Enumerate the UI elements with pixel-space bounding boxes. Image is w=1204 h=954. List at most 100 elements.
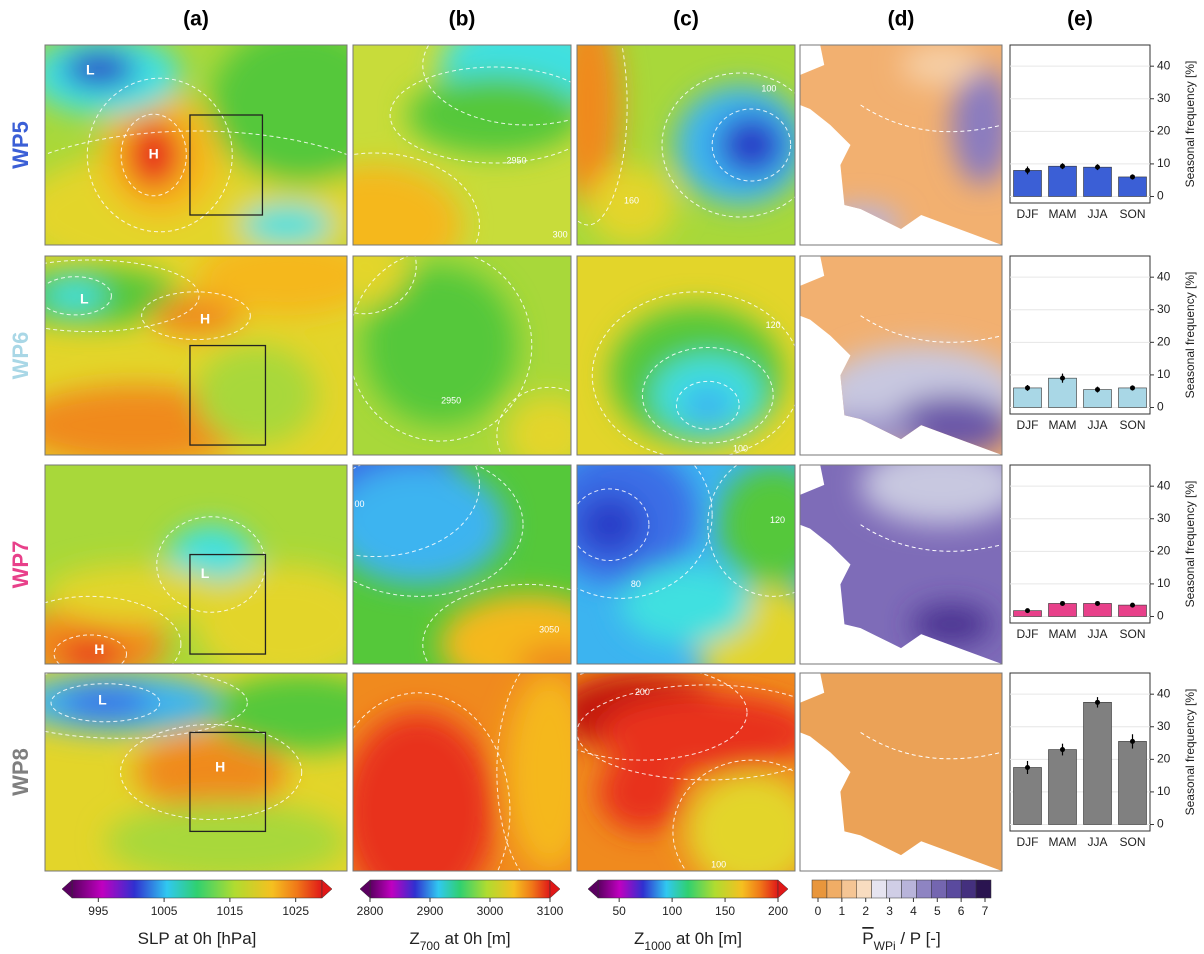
panel-frame bbox=[44, 255, 348, 456]
x-tick-label: MAM bbox=[1049, 627, 1077, 641]
field-blob bbox=[598, 692, 795, 772]
y-tick-label: 30 bbox=[1157, 91, 1171, 105]
colorbar-title: Z1000 at 0h [m] bbox=[634, 929, 742, 953]
bar bbox=[1013, 170, 1042, 197]
pressure-center: H bbox=[215, 759, 225, 775]
field-blob bbox=[363, 265, 517, 426]
field-blob bbox=[196, 256, 347, 316]
target-box bbox=[189, 553, 267, 655]
map-field bbox=[353, 465, 571, 664]
field-blob bbox=[860, 465, 1002, 525]
field-blob bbox=[620, 564, 752, 645]
y-axis-title: Seasonal frequency [%] bbox=[1183, 689, 1197, 816]
contour bbox=[353, 152, 480, 245]
colorbar-arrow bbox=[549, 879, 561, 899]
y-tick-label: 0 bbox=[1157, 817, 1164, 831]
pressure-center: L bbox=[201, 565, 210, 581]
x-tick-label: DJF bbox=[1017, 835, 1039, 849]
x-tick-label: MAM bbox=[1049, 835, 1077, 849]
colorbar bbox=[597, 879, 779, 899]
colorbar-tick-label: 0 bbox=[815, 904, 822, 918]
map-field bbox=[353, 256, 571, 455]
field-blob bbox=[587, 165, 676, 245]
field-blob bbox=[505, 395, 571, 455]
colorbar-tick-label: 3000 bbox=[477, 904, 504, 918]
field-blob bbox=[196, 564, 347, 664]
colorbar-cell bbox=[946, 879, 962, 899]
y-tick-label: 30 bbox=[1157, 719, 1171, 733]
contour bbox=[353, 465, 524, 597]
contour bbox=[389, 66, 571, 164]
panel-frame bbox=[44, 44, 348, 246]
contour-label: 3050 bbox=[539, 625, 559, 635]
x-tick-label: DJF bbox=[1017, 418, 1039, 432]
map-field bbox=[609, 305, 785, 446]
colorbar-cell bbox=[960, 879, 977, 899]
panel-frame bbox=[799, 255, 1003, 456]
colorbar-tick-label: 1015 bbox=[217, 904, 244, 918]
map-field bbox=[45, 256, 347, 455]
y-tick-label: 10 bbox=[1157, 156, 1171, 170]
x-tick-label: JJA bbox=[1087, 627, 1107, 641]
field-blob bbox=[407, 75, 571, 155]
bar bbox=[1118, 176, 1147, 197]
field-blob bbox=[718, 465, 795, 585]
field-blob bbox=[353, 465, 506, 585]
contour bbox=[577, 488, 650, 562]
panel-frame bbox=[352, 44, 572, 246]
bar-dot bbox=[1025, 764, 1030, 770]
map-panel bbox=[45, 465, 347, 664]
colorbar-arrow bbox=[587, 879, 599, 899]
contour-label: 160 bbox=[624, 195, 639, 205]
map-base bbox=[800, 673, 1002, 871]
map-field bbox=[577, 45, 795, 245]
colorbar-cell bbox=[901, 879, 917, 899]
field-blob bbox=[718, 115, 785, 175]
panel-frame bbox=[576, 44, 796, 246]
field-blob bbox=[241, 205, 332, 245]
contour-label: 80 bbox=[631, 579, 641, 589]
map-panel bbox=[45, 256, 347, 455]
bar-dot bbox=[1060, 163, 1065, 169]
x-tick-label: JJA bbox=[1087, 418, 1107, 432]
colorbar-tick-label: 2 bbox=[862, 904, 869, 918]
bar-dot bbox=[1130, 385, 1135, 391]
bar-dot bbox=[1095, 387, 1100, 393]
y-axis-title: Seasonal frequency [%] bbox=[1183, 481, 1197, 608]
pressure-center: H bbox=[149, 146, 159, 162]
panel-frame bbox=[799, 464, 1003, 665]
field-blob bbox=[105, 801, 347, 871]
field-blob bbox=[686, 772, 795, 871]
colorbar-cell bbox=[975, 879, 992, 899]
contour bbox=[86, 77, 233, 233]
y-tick-label: 10 bbox=[1157, 576, 1171, 590]
panel-frame bbox=[576, 255, 796, 456]
field-blob bbox=[440, 594, 571, 664]
contour bbox=[860, 104, 1002, 133]
column-label: (b) bbox=[449, 8, 476, 31]
contour bbox=[45, 259, 200, 333]
colorbar-tick-label: 7 bbox=[982, 904, 989, 918]
pressure-center: H bbox=[200, 310, 210, 326]
colorbar-cell bbox=[886, 879, 902, 899]
contour bbox=[120, 723, 303, 821]
y-tick-label: 10 bbox=[1157, 784, 1171, 798]
contour bbox=[860, 731, 1002, 760]
contour bbox=[45, 595, 182, 664]
map-panel bbox=[45, 673, 347, 871]
bar-dot bbox=[1060, 747, 1065, 753]
map-field bbox=[577, 673, 795, 871]
field-blob bbox=[63, 51, 136, 87]
y-tick-label: 10 bbox=[1157, 367, 1171, 381]
map-panel bbox=[800, 465, 1002, 664]
colorbar-tick-label: 2800 bbox=[357, 904, 384, 918]
map-panel bbox=[353, 673, 571, 871]
bar bbox=[1118, 741, 1147, 825]
contour bbox=[353, 256, 417, 315]
colorbar-tick-label: 50 bbox=[612, 904, 626, 918]
colorbar-tick-label: 4 bbox=[910, 904, 917, 918]
field-blob bbox=[45, 564, 227, 625]
map-panel bbox=[800, 673, 1002, 871]
field-blob bbox=[681, 385, 734, 426]
